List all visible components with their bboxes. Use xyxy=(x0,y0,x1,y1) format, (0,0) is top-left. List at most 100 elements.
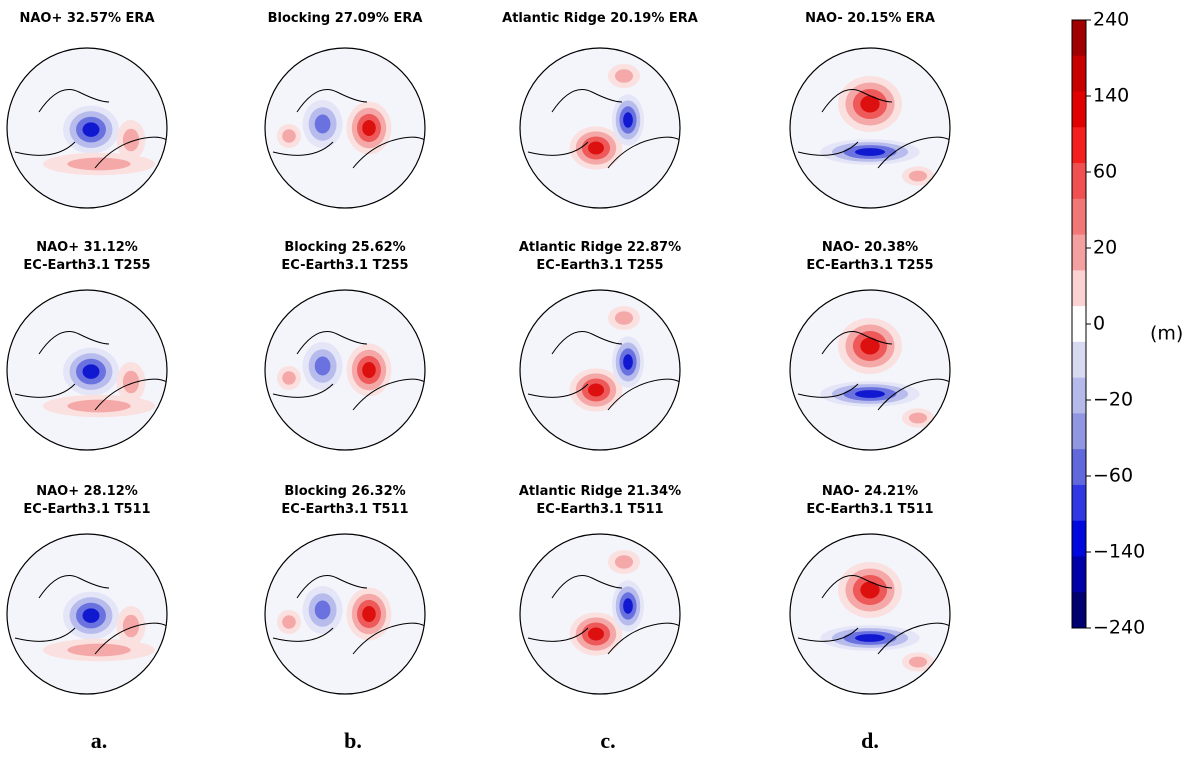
panel-title: EC-Earth3.1 T255 xyxy=(23,258,150,273)
colorbar-band xyxy=(1072,592,1086,629)
colorbar-tick-label: −240 xyxy=(1093,617,1145,639)
coastline xyxy=(14,89,167,169)
contour-fill xyxy=(908,170,928,182)
contour-fill xyxy=(623,112,633,128)
colorbar-band xyxy=(1072,520,1086,557)
contour-fill xyxy=(855,634,885,642)
coastline xyxy=(272,89,425,169)
panel-title: EC-Earth3.1 T255 xyxy=(281,258,408,273)
panel-title: Atlantic Ridge 22.87% xyxy=(519,240,681,255)
colorbar-band xyxy=(1072,341,1086,379)
map-panel: Blocking 26.32% EC-Earth3.1 T511 xyxy=(264,484,426,695)
map-border xyxy=(264,47,426,209)
contour-fill xyxy=(588,383,604,397)
map-border xyxy=(789,47,951,209)
map-panel: NAO+ 31.12% EC-Earth3.1 T255 xyxy=(6,240,168,451)
coastline xyxy=(797,575,950,655)
coastline xyxy=(527,331,680,411)
colorbar-tick-label: −20 xyxy=(1093,389,1133,411)
panel-title: NAO- 20.38% xyxy=(822,240,918,255)
colorbar-unit: (m) xyxy=(1150,323,1183,345)
panel-title: Blocking 26.32% xyxy=(284,484,405,499)
coastline xyxy=(272,331,425,411)
map-border xyxy=(264,289,426,451)
colorbar-tick-label: 0 xyxy=(1093,313,1105,335)
contour-fill xyxy=(614,69,634,83)
contour-fill xyxy=(623,354,633,370)
colorbar-band xyxy=(1072,20,1086,57)
contour-fill xyxy=(82,608,100,623)
contour-fill xyxy=(122,614,140,638)
contour-fill xyxy=(82,364,100,379)
coastline xyxy=(527,89,680,169)
colorbar-tick-label: 240 xyxy=(1093,9,1129,31)
contours xyxy=(797,76,950,186)
contour-fill xyxy=(362,606,376,622)
panel-title: EC-Earth3.1 T511 xyxy=(281,502,408,517)
colorbar-band xyxy=(1072,413,1086,450)
contour-fill xyxy=(588,141,604,155)
contour-fill xyxy=(362,362,376,378)
contour-fill xyxy=(860,95,880,113)
map-border xyxy=(789,289,951,451)
map-panel: Blocking 25.62% EC-Earth3.1 T255 xyxy=(264,240,426,451)
map-panel: NAO- 20.15% ERA xyxy=(789,11,951,209)
contours xyxy=(272,575,425,655)
contours xyxy=(14,89,167,176)
contour-fill xyxy=(588,627,604,641)
contours xyxy=(797,562,950,672)
colorbar-band xyxy=(1072,306,1086,343)
panel-title: EC-Earth3.1 T511 xyxy=(23,502,150,517)
contour-fill xyxy=(860,581,880,599)
panel-title: Blocking 27.09% ERA xyxy=(268,11,423,26)
colorbar-tick-label: −60 xyxy=(1093,465,1133,487)
map-border xyxy=(519,289,681,451)
map-border xyxy=(264,533,426,695)
colorbar-band xyxy=(1072,484,1086,522)
map-border xyxy=(519,47,681,209)
contour-fill xyxy=(614,555,634,569)
panel-title: EC-Earth3.1 T255 xyxy=(806,258,933,273)
map-panel: Atlantic Ridge 21.34% EC-Earth3.1 T511 xyxy=(519,484,681,695)
contour-fill xyxy=(282,615,296,629)
contour-fill xyxy=(82,122,100,137)
contour-fill xyxy=(855,390,885,398)
map-panel: NAO+ 32.57% ERA xyxy=(6,11,168,209)
contour-fill xyxy=(314,600,331,620)
colorbar-band xyxy=(1072,127,1086,164)
colorbar-tick-label: 20 xyxy=(1093,237,1117,259)
panel-title: Atlantic Ridge 20.19% ERA xyxy=(502,11,698,26)
coastline xyxy=(272,575,425,655)
coastline xyxy=(797,331,950,411)
contour-fill xyxy=(122,370,140,394)
contour-fill xyxy=(623,598,633,614)
panel-title: EC-Earth3.1 T511 xyxy=(536,502,663,517)
panel-title: NAO- 24.21% xyxy=(822,484,918,499)
colorbar-band xyxy=(1072,377,1086,414)
contour-fill xyxy=(362,120,376,136)
map-border xyxy=(6,533,168,695)
column-label: c. xyxy=(600,728,615,753)
contour-fill xyxy=(314,356,331,376)
contours xyxy=(272,331,425,411)
panel-title: NAO- 20.15% ERA xyxy=(805,11,935,26)
colorbar-band xyxy=(1072,556,1086,593)
colorbar-band xyxy=(1072,449,1086,486)
column-label: a. xyxy=(91,728,108,753)
map-panel: NAO- 24.21% EC-Earth3.1 T511 xyxy=(789,484,951,695)
colorbar-tick-label: 60 xyxy=(1093,161,1117,183)
contours xyxy=(527,550,680,656)
map-panel: Atlantic Ridge 22.87% EC-Earth3.1 T255 xyxy=(519,240,681,451)
map-background xyxy=(265,48,425,208)
map-border xyxy=(789,533,951,695)
colorbar-band xyxy=(1072,55,1086,93)
contours xyxy=(797,318,950,428)
map-background xyxy=(265,534,425,694)
contour-fill xyxy=(855,148,885,156)
contour-fill xyxy=(122,128,140,152)
map-background xyxy=(265,290,425,450)
contour-fill xyxy=(908,412,928,424)
contour-fill xyxy=(908,656,928,668)
contours xyxy=(272,89,425,169)
